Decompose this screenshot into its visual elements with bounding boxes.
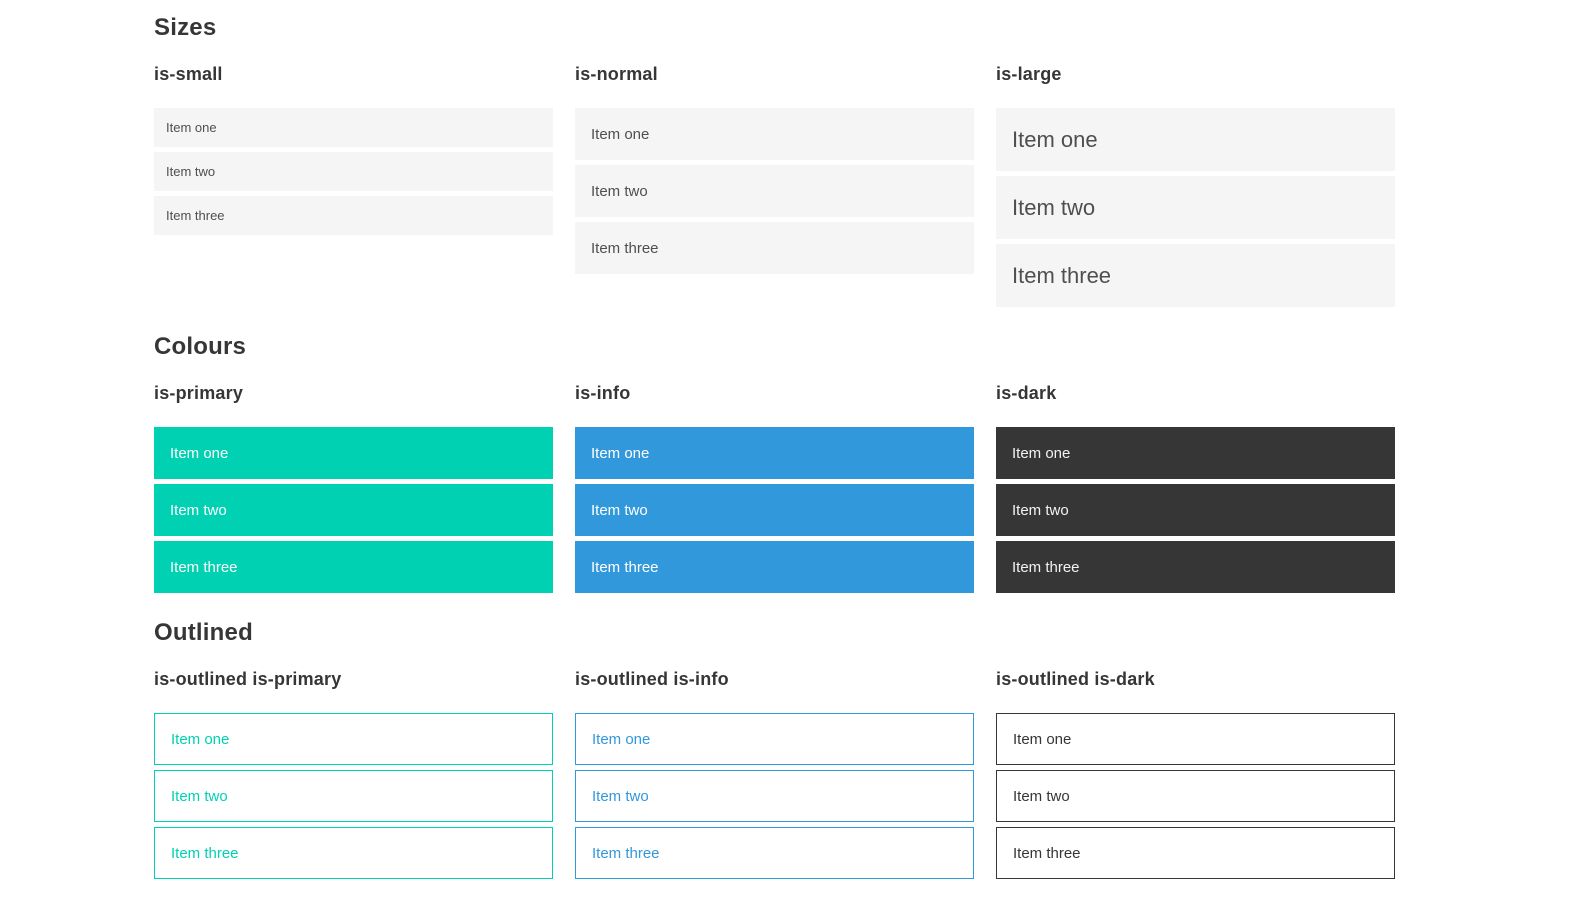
list-item[interactable]: Item three [575, 827, 974, 879]
list-small: Item one Item two Item three [154, 108, 553, 235]
list-item[interactable]: Item three [996, 827, 1395, 879]
list-large: Item one Item two Item three [996, 108, 1395, 307]
section-title-outlined: Outlined [154, 619, 253, 646]
sizes-grid: is-small Item one Item two Item three is… [154, 64, 1395, 307]
column-is-small: is-small Item one Item two Item three [154, 64, 553, 235]
list-item[interactable]: Item two [996, 484, 1395, 536]
list-outlined-dark: Item one Item two Item three [996, 713, 1395, 879]
column-header-is-small: is-small [154, 64, 223, 84]
list-item[interactable]: Item three [154, 541, 553, 593]
column-header-is-dark: is-dark [996, 383, 1057, 403]
list-item[interactable]: Item one [575, 427, 974, 479]
list-item[interactable]: Item two [154, 152, 553, 191]
list-item[interactable]: Item one [575, 108, 974, 160]
list-item[interactable]: Item two [996, 770, 1395, 822]
column-is-outlined-is-info: is-outlined is-info Item one Item two It… [575, 669, 974, 879]
list-item[interactable]: Item one [996, 427, 1395, 479]
list-info: Item one Item two Item three [575, 427, 974, 593]
list-item[interactable]: Item two [575, 770, 974, 822]
column-header-is-normal: is-normal [575, 64, 658, 84]
list-primary: Item one Item two Item three [154, 427, 553, 593]
list-item[interactable]: Item one [154, 713, 553, 765]
list-outlined-primary: Item one Item two Item three [154, 713, 553, 879]
colours-grid: is-primary Item one Item two Item three … [154, 383, 1395, 593]
list-item[interactable]: Item three [154, 196, 553, 235]
list-outlined-info: Item one Item two Item three [575, 713, 974, 879]
column-is-primary: is-primary Item one Item two Item three [154, 383, 553, 593]
list-item[interactable]: Item three [996, 244, 1395, 307]
column-header-is-outlined-is-dark: is-outlined is-dark [996, 669, 1155, 689]
column-is-dark: is-dark Item one Item two Item three [996, 383, 1395, 593]
column-is-outlined-is-primary: is-outlined is-primary Item one Item two… [154, 669, 553, 879]
section-sizes: Sizes is-small Item one Item two Item th… [154, 14, 1395, 307]
list-dark: Item one Item two Item three [996, 427, 1395, 593]
list-item[interactable]: Item one [996, 108, 1395, 171]
column-header-is-large: is-large [996, 64, 1062, 84]
column-is-large: is-large Item one Item two Item three [996, 64, 1395, 307]
column-header-is-info: is-info [575, 383, 631, 403]
list-item[interactable]: Item three [996, 541, 1395, 593]
list-item[interactable]: Item two [996, 176, 1395, 239]
list-item[interactable]: Item two [154, 484, 553, 536]
column-is-outlined-is-dark: is-outlined is-dark Item one Item two It… [996, 669, 1395, 879]
list-item[interactable]: Item two [575, 484, 974, 536]
list-item[interactable]: Item three [575, 541, 974, 593]
list-item[interactable]: Item two [575, 165, 974, 217]
list-item[interactable]: Item three [575, 222, 974, 274]
list-item[interactable]: Item one [154, 108, 553, 147]
list-item[interactable]: Item one [154, 427, 553, 479]
list-item[interactable]: Item three [154, 827, 553, 879]
column-header-is-primary: is-primary [154, 383, 244, 403]
section-outlined: Outlined is-outlined is-primary Item one… [154, 619, 1395, 879]
section-title-sizes: Sizes [154, 14, 217, 41]
column-is-info: is-info Item one Item two Item three [575, 383, 974, 593]
list-item[interactable]: Item one [996, 713, 1395, 765]
list-item[interactable]: Item one [575, 713, 974, 765]
column-header-is-outlined-is-primary: is-outlined is-primary [154, 669, 342, 689]
list-item[interactable]: Item two [154, 770, 553, 822]
column-header-is-outlined-is-info: is-outlined is-info [575, 669, 729, 689]
column-is-normal: is-normal Item one Item two Item three [575, 64, 974, 274]
list-normal: Item one Item two Item three [575, 108, 974, 274]
section-title-colours: Colours [154, 333, 247, 360]
outlined-grid: is-outlined is-primary Item one Item two… [154, 669, 1395, 879]
section-colours: Colours is-primary Item one Item two Ite… [154, 333, 1395, 593]
list-component-demo-page: Sizes is-small Item one Item two Item th… [154, 0, 1395, 879]
